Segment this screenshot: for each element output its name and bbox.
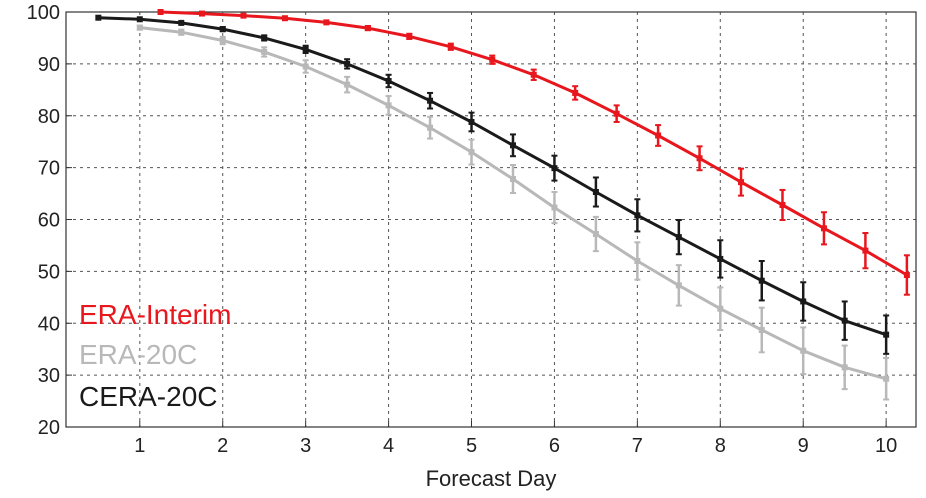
y-tick-label: 80 <box>38 106 60 128</box>
x-tick-label: 8 <box>715 435 726 457</box>
data-point <box>758 326 765 333</box>
y-axis-ticks: 20 30 40 50 60 70 80 90 100 <box>27 2 72 439</box>
y-tick-label: 20 <box>38 417 60 439</box>
data-point <box>758 277 765 284</box>
data-point <box>592 189 599 196</box>
data-point <box>219 37 226 44</box>
data-point <box>675 282 682 289</box>
series-line <box>160 10 908 277</box>
data-point <box>302 46 309 53</box>
data-point <box>696 155 703 162</box>
data-point <box>717 255 724 262</box>
x-tick-label: 6 <box>549 435 560 457</box>
data-point <box>427 97 434 104</box>
data-point <box>841 317 848 324</box>
series-line <box>98 16 887 337</box>
data-point <box>364 25 371 32</box>
data-point <box>509 176 516 183</box>
y-tick-label: 30 <box>38 365 60 387</box>
y-tick-label: 70 <box>38 158 60 180</box>
series-era-20c <box>136 24 890 401</box>
data-point <box>717 305 724 312</box>
data-point <box>344 81 351 88</box>
data-point <box>199 10 205 17</box>
data-point <box>862 247 869 254</box>
data-point <box>489 56 496 63</box>
data-point <box>779 201 786 208</box>
x-axis-ticks: 1 2 3 4 5 6 7 8 9 10 <box>134 421 897 457</box>
data-point <box>592 231 599 238</box>
data-point <box>634 212 641 219</box>
y-tick-label: 90 <box>38 54 60 76</box>
data-point <box>613 110 620 117</box>
data-point <box>572 89 579 96</box>
data-point <box>883 375 890 382</box>
data-point <box>655 132 662 139</box>
x-tick-label: 1 <box>134 435 145 457</box>
y-tick-label: 40 <box>38 313 60 335</box>
x-tick-label: 7 <box>632 435 643 457</box>
data-point <box>427 124 434 131</box>
data-point <box>136 16 143 23</box>
data-point <box>447 43 454 50</box>
legend: ERA-Interim ERA-20C CERA-20C <box>79 299 231 412</box>
data-point <box>841 364 848 371</box>
data-point <box>530 71 537 78</box>
data-point <box>551 165 558 172</box>
x-tick-label: 10 <box>875 435 897 457</box>
x-tick-label: 2 <box>217 435 228 457</box>
data-point <box>240 12 247 19</box>
data-point <box>468 149 475 156</box>
series-era-interim <box>157 9 910 296</box>
data-point <box>800 298 807 305</box>
data-point <box>551 204 558 211</box>
x-axis-label: Forecast Day <box>426 466 557 491</box>
data-point <box>344 60 351 67</box>
legend-era-20c: ERA-20C <box>79 339 197 370</box>
data-point <box>323 19 330 26</box>
data-point <box>406 33 413 40</box>
x-tick-label: 9 <box>798 435 809 457</box>
series-line <box>139 26 887 381</box>
data-point <box>261 34 268 41</box>
x-tick-label: 5 <box>466 435 477 457</box>
y-tick-label: 50 <box>38 261 60 283</box>
data-point <box>800 347 807 354</box>
data-point <box>634 258 641 264</box>
data-point <box>385 77 392 84</box>
data-point <box>136 24 143 31</box>
data-point <box>385 102 392 109</box>
data-point <box>738 179 745 186</box>
data-point <box>157 9 164 15</box>
data-point <box>468 118 475 125</box>
data-point <box>219 26 226 33</box>
data-point <box>281 15 288 22</box>
data-point <box>903 272 910 279</box>
data-point <box>509 142 516 149</box>
series-group <box>95 9 910 401</box>
data-point <box>675 234 682 241</box>
x-tick-label: 4 <box>383 435 394 457</box>
data-point <box>820 225 827 232</box>
y-tick-label: 100 <box>27 2 60 24</box>
data-point <box>178 29 185 36</box>
data-point <box>95 14 102 21</box>
x-tick-label: 3 <box>300 435 311 457</box>
data-point <box>261 48 268 55</box>
data-point <box>178 19 185 26</box>
legend-era-interim: ERA-Interim <box>79 299 231 330</box>
data-point <box>883 331 890 338</box>
data-point <box>302 63 309 70</box>
series-cera-20c <box>95 14 890 355</box>
legend-cera-20c: CERA-20C <box>79 381 217 412</box>
y-tick-label: 60 <box>38 210 60 232</box>
